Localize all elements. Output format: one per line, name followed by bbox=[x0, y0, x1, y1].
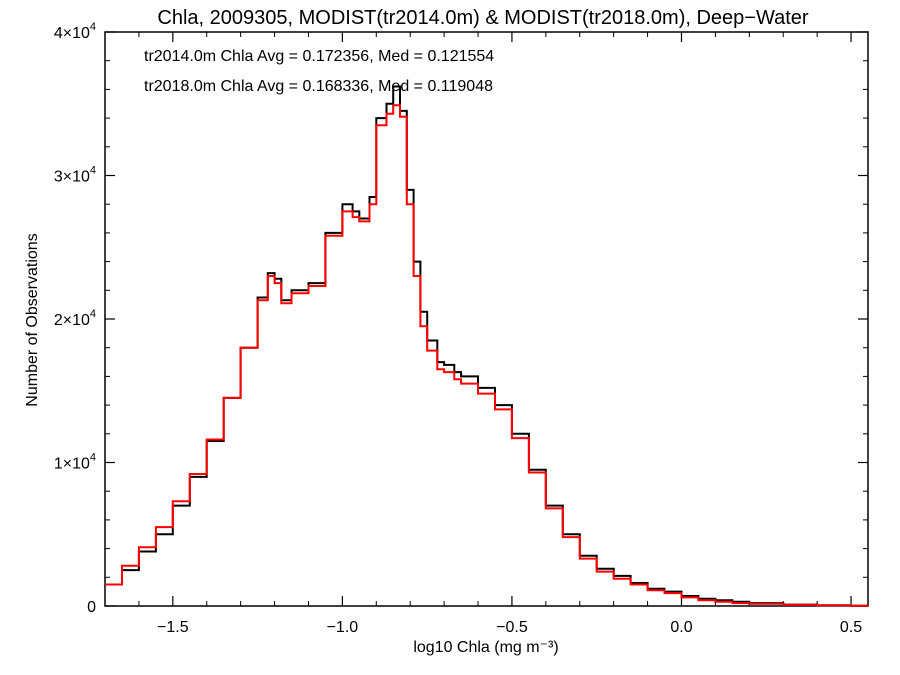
y-tick-label: 1×104 bbox=[54, 452, 96, 473]
x-tick-labels: −1.5 −1.0 −0.5 0.0 0.5 bbox=[157, 619, 862, 636]
stats-annotation-tr2014: tr2014.0m Chla Avg = 0.172356, Med = 0.1… bbox=[144, 48, 494, 65]
x-tick-label: 0.5 bbox=[840, 619, 862, 636]
y-tick-labels: 0 1×104 2×104 3×104 4×104 bbox=[54, 21, 96, 616]
series-line-tr2014 bbox=[105, 85, 869, 607]
y-tick-label: 3×104 bbox=[54, 165, 96, 186]
x-tick-label: −1.0 bbox=[327, 619, 359, 636]
x-tick-label: −0.5 bbox=[496, 619, 528, 636]
y-tick-label: 4×104 bbox=[54, 21, 96, 42]
x-tick-label: 0.0 bbox=[670, 619, 692, 636]
y-axis-label: Number of Observations bbox=[24, 233, 41, 406]
series-line-tr2018 bbox=[105, 104, 869, 607]
y-tick-label: 2×104 bbox=[54, 308, 96, 329]
stats-annotation-tr2018: tr2018.0m Chla Avg = 0.168336, Med = 0.1… bbox=[144, 78, 493, 95]
plot-frame bbox=[104, 31, 869, 607]
tick-marks bbox=[104, 31, 868, 607]
y-tick-label: 0 bbox=[87, 599, 96, 616]
x-axis-label: log10 Chla (mg m⁻³) bbox=[413, 639, 558, 656]
series-layer bbox=[105, 85, 869, 607]
chart-title: Chla, 2009305, MODIST(tr2014.0m) & MODIS… bbox=[157, 7, 809, 29]
x-tick-label: −1.5 bbox=[157, 619, 189, 636]
